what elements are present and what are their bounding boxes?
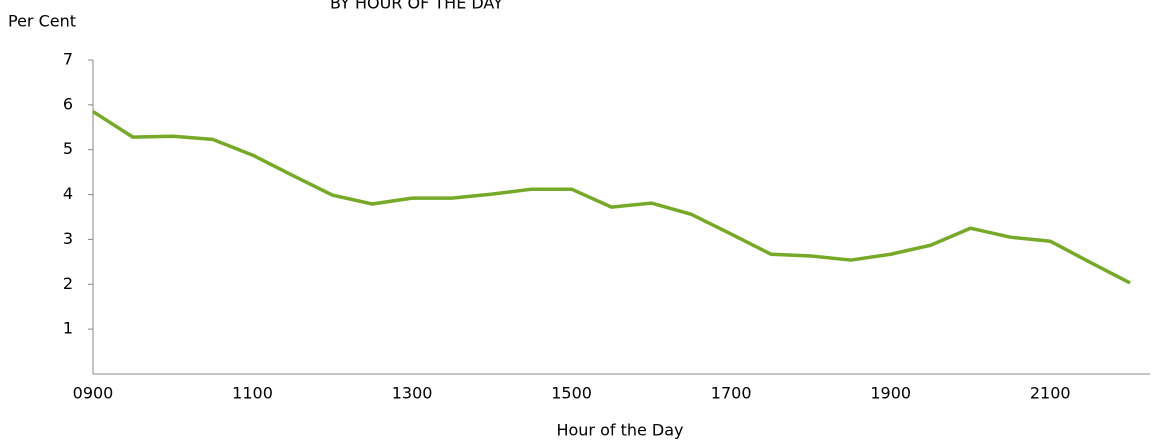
x-axis-label: Hour of the Day bbox=[556, 421, 683, 440]
x-tick-label: 2100 bbox=[1030, 384, 1071, 403]
x-tick-label: 0900 bbox=[73, 384, 114, 403]
y-tick-label: 1 bbox=[63, 319, 73, 338]
y-tick-label: 6 bbox=[63, 94, 73, 113]
y-tick-label: 2 bbox=[63, 274, 73, 293]
x-tick-label: 1300 bbox=[392, 384, 433, 403]
line-series bbox=[92, 110, 1131, 285]
chart-title: BY HOUR OF THE DAY bbox=[330, 0, 503, 13]
y-tick-label: 3 bbox=[63, 229, 73, 248]
y-axis-label: Per Cent bbox=[8, 12, 76, 31]
x-tick-label: 1700 bbox=[711, 384, 752, 403]
y-tick-label: 7 bbox=[63, 50, 73, 69]
x-tick-label: 1500 bbox=[551, 384, 592, 403]
x-tick-label: 1900 bbox=[870, 384, 911, 403]
y-tick-label: 4 bbox=[63, 184, 73, 203]
x-tick-label: 1100 bbox=[232, 384, 273, 403]
y-tick-label: 5 bbox=[63, 139, 73, 158]
